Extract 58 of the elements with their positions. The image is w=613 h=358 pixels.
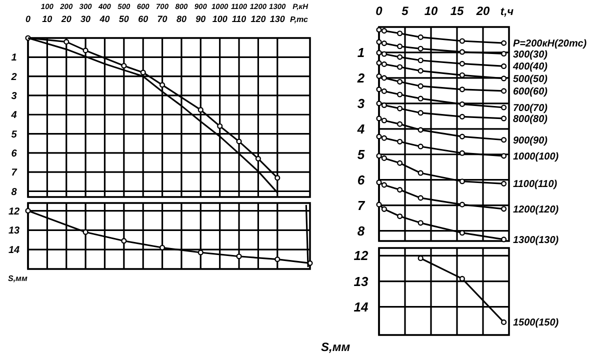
x-tick-label: 120 [250, 14, 266, 24]
x-axis-title: P,тс [290, 15, 309, 24]
series-label: 1300(130) [513, 234, 560, 246]
y-tick-label: 12 [8, 206, 20, 218]
y-tick-label: 14 [354, 299, 369, 314]
x-tick-label: 20 [60, 14, 72, 24]
y-tick-label: 14 [8, 245, 20, 256]
series-label: 1100(110) [513, 179, 558, 190]
x-tick-label: 110 [232, 14, 246, 24]
y-tick-label: 5 [11, 129, 18, 140]
x-tick-label: 15 [450, 4, 464, 18]
x-tick-label: 90 [196, 14, 206, 24]
series-label: 700(70) [513, 103, 548, 114]
y-tick-label: 6 [11, 148, 18, 160]
x-tick-label: 20 [475, 4, 490, 18]
series-label: 500(50) [513, 74, 548, 85]
x-tick-label: 5 [402, 4, 409, 18]
y-axis-title: S,мм [321, 340, 350, 354]
series-label: 1000(100) [513, 151, 560, 162]
y-tick-label: 13 [354, 274, 369, 289]
y-tick-label: 3 [11, 90, 18, 102]
series-label: 1200(120) [513, 204, 560, 216]
y-tick-label: 13 [8, 226, 20, 237]
x-tick-label: 130 [270, 14, 285, 24]
y-tick-label: 8 [357, 223, 366, 238]
x-tick-label: 70 [157, 14, 168, 24]
x-tick-label: 10 [424, 4, 438, 18]
y-tick-label: 1 [11, 52, 18, 64]
y-tick-label: 4 [10, 110, 18, 122]
y-tick-label: 2 [356, 70, 366, 86]
y-tick-label: 4 [356, 121, 366, 136]
series-label: 1500(150) [513, 318, 560, 329]
x-tick-label: 10 [42, 14, 52, 24]
x-axis-title: t,ч [500, 6, 514, 18]
y-tick-label: 8 [11, 186, 18, 198]
x-tick-label: 40 [98, 14, 110, 24]
y-tick-label: 7 [357, 198, 366, 213]
series-label: 300(30) [513, 49, 548, 60]
series-label: 800(80) [513, 114, 548, 125]
series-label: 600(60) [513, 86, 548, 98]
x-tick-label: 50 [118, 14, 129, 24]
series-label: P=200кН(20тс) [513, 38, 588, 50]
y-tick-label: 5 [357, 146, 366, 162]
x-tick-label: 30 [80, 14, 91, 24]
y-tick-label: 2 [10, 72, 18, 83]
x-tick-label: 0 [376, 4, 383, 18]
x-tick-label: 100 [212, 14, 228, 24]
series-label: 400(40) [512, 62, 548, 73]
y-tick-label: 12 [354, 248, 369, 264]
y-tick-label: 3 [357, 96, 366, 111]
x-tick-label: 60 [138, 14, 148, 24]
y-tick-label: 1 [357, 45, 365, 60]
y-axis-title: S,мм [8, 274, 28, 283]
x-tick-label: 0 [25, 14, 31, 24]
y-tick-label: 7 [11, 168, 18, 179]
y-tick-label: 6 [357, 172, 366, 188]
x-tick-label: 80 [176, 14, 186, 24]
series-label: 900(90) [513, 135, 548, 146]
